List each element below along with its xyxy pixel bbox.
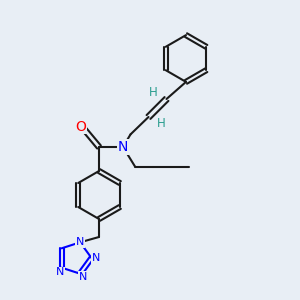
Text: H: H <box>148 86 158 99</box>
Text: N: N <box>56 267 64 277</box>
Text: O: O <box>75 120 86 134</box>
Text: N: N <box>76 237 84 247</box>
Text: N: N <box>92 253 100 263</box>
Text: N: N <box>79 272 87 282</box>
Text: H: H <box>157 117 166 130</box>
Text: N: N <box>118 140 128 154</box>
